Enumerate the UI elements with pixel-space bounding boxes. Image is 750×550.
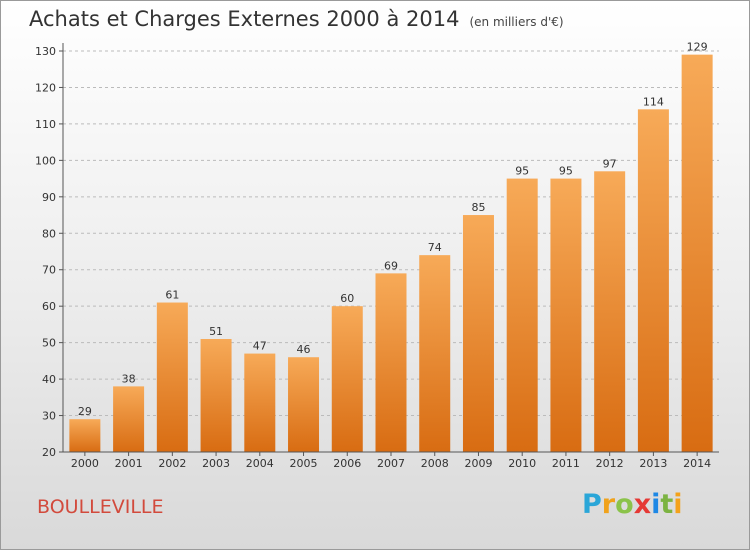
logo-letter: x bbox=[633, 489, 652, 520]
bar-value-label: 60 bbox=[340, 292, 354, 305]
bar bbox=[244, 353, 276, 452]
bar bbox=[594, 171, 626, 453]
logo-letter: P bbox=[582, 489, 602, 520]
bar-value-label: 85 bbox=[471, 201, 485, 214]
bar-value-label: 129 bbox=[687, 41, 708, 54]
x-tick-label: 2004 bbox=[246, 457, 274, 470]
x-tick-label: 2006 bbox=[333, 457, 361, 470]
y-tick-label: 130 bbox=[35, 45, 56, 58]
bar-value-label: 51 bbox=[209, 325, 223, 338]
y-tick-label: 100 bbox=[35, 154, 56, 167]
x-tick-label: 2013 bbox=[639, 457, 667, 470]
y-tick-label: 30 bbox=[42, 410, 56, 423]
logo-letter: i bbox=[651, 489, 661, 520]
commune-name: BOULLEVILLE bbox=[37, 496, 164, 518]
bar bbox=[288, 357, 320, 452]
bar bbox=[156, 302, 188, 452]
y-tick-label: 40 bbox=[42, 373, 56, 386]
bar bbox=[331, 306, 363, 452]
x-tick-label: 2009 bbox=[464, 457, 492, 470]
bar-value-label: 38 bbox=[122, 372, 136, 385]
axes: 20 30 40 50 60 70 80 90 100 110 120 130 2000 2001 2002… bbox=[35, 43, 719, 470]
bar bbox=[419, 255, 451, 452]
bar bbox=[462, 215, 494, 452]
bar-value-label: 47 bbox=[253, 340, 267, 353]
x-tick-label: 2000 bbox=[71, 457, 99, 470]
bar bbox=[113, 386, 145, 452]
y-tick-label: 80 bbox=[42, 227, 56, 240]
y-tick-label: 50 bbox=[42, 337, 56, 350]
x-tick-label: 2001 bbox=[115, 457, 143, 470]
bar-value-label: 114 bbox=[643, 95, 664, 108]
value-labels: 29 38 61 51 47 46 60 69 74 85 95 95 97 114 129 bbox=[78, 41, 708, 419]
chart-title: Achats et Charges Externes 2000 à 2014 (e… bbox=[29, 7, 564, 31]
logo-letter: t bbox=[660, 489, 674, 520]
bar-value-label: 95 bbox=[515, 165, 529, 178]
x-tick-label: 2011 bbox=[552, 457, 580, 470]
x-tick-label: 2010 bbox=[508, 457, 536, 470]
bar-value-label: 61 bbox=[165, 289, 179, 302]
bar bbox=[550, 178, 582, 452]
bar bbox=[200, 338, 232, 452]
bar-value-label: 95 bbox=[559, 165, 573, 178]
x-tick-label: 2005 bbox=[290, 457, 318, 470]
x-tick-label: 2002 bbox=[158, 457, 186, 470]
logo-letter: r bbox=[601, 489, 616, 520]
bar bbox=[506, 178, 538, 452]
x-tick-label: 2014 bbox=[683, 457, 711, 470]
x-tick-label: 2003 bbox=[202, 457, 230, 470]
proxiti-logo: Proxiti bbox=[582, 489, 683, 520]
bars bbox=[69, 54, 713, 453]
y-tick-label: 60 bbox=[42, 300, 56, 313]
y-tick-label: 20 bbox=[42, 446, 56, 459]
y-tick-label: 70 bbox=[42, 264, 56, 277]
bar bbox=[637, 109, 669, 452]
chart-unit: (en milliers d'€) bbox=[469, 15, 564, 29]
bar-value-label: 74 bbox=[428, 241, 442, 254]
bar-value-label: 29 bbox=[78, 405, 92, 418]
y-tick-label: 120 bbox=[35, 81, 56, 94]
logo-letter: i bbox=[673, 489, 683, 520]
y-tick-label: 110 bbox=[35, 118, 56, 131]
x-tick-label: 2012 bbox=[596, 457, 624, 470]
chart-title-text: Achats et Charges Externes 2000 à 2014 bbox=[29, 7, 460, 31]
bar-value-label: 69 bbox=[384, 259, 398, 272]
y-tick-label: 90 bbox=[42, 191, 56, 204]
logo-letter: o bbox=[615, 489, 634, 520]
bar bbox=[69, 419, 101, 452]
bar bbox=[375, 273, 407, 452]
bar-value-label: 97 bbox=[603, 157, 617, 170]
bar-value-label: 46 bbox=[297, 343, 311, 356]
bar bbox=[681, 54, 713, 453]
x-tick-label: 2007 bbox=[377, 457, 405, 470]
x-tick-label: 2008 bbox=[421, 457, 449, 470]
